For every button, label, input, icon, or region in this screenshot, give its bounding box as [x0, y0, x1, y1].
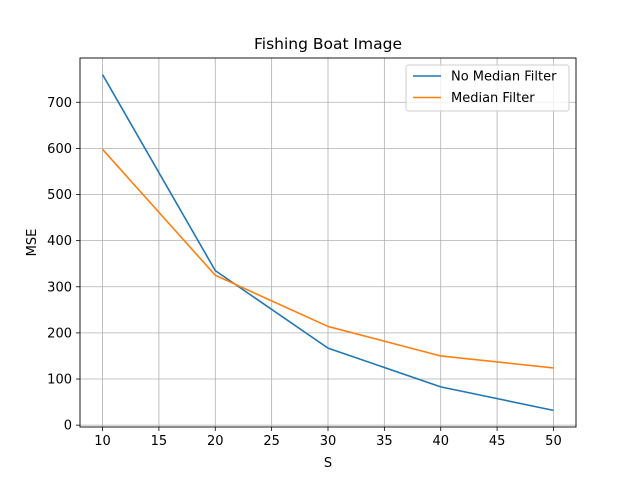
x-tick-label: 40: [432, 434, 449, 449]
x-tick-label: 15: [151, 434, 168, 449]
series-line-1: [101, 74, 554, 412]
legend-label: Median Filter: [451, 91, 535, 106]
x-tick-label: 35: [376, 434, 393, 449]
y-tick-label: 300: [47, 280, 72, 295]
x-tick-label: 50: [545, 434, 562, 449]
y-tick-label: 400: [47, 234, 72, 249]
legend-label: No Median Filter: [451, 70, 557, 85]
legend-box: [405, 64, 570, 112]
series-line-2: [101, 148, 554, 369]
y-tick-label: 500: [47, 188, 72, 203]
legend: No Median Filter Median Filter: [405, 64, 570, 112]
grid: [80, 58, 576, 427]
x-tick-label: 30: [320, 434, 337, 449]
y-tick-label: 0: [64, 419, 72, 434]
y-tick-label: 600: [47, 142, 72, 157]
x-tick-label: 25: [263, 434, 280, 449]
series-lines: [101, 74, 554, 412]
y-axis-title: MSE: [25, 229, 40, 257]
y-tick-label: 100: [47, 373, 72, 388]
chart-title: Fishing Boat Image: [254, 35, 402, 53]
y-tick-label: 200: [47, 326, 72, 341]
x-tick-label: 20: [207, 434, 224, 449]
x-tick-label: 45: [489, 434, 506, 449]
y-tick-label: 700: [47, 96, 72, 111]
x-tick-label: 10: [94, 434, 111, 449]
x-axis-title: S: [324, 456, 332, 471]
